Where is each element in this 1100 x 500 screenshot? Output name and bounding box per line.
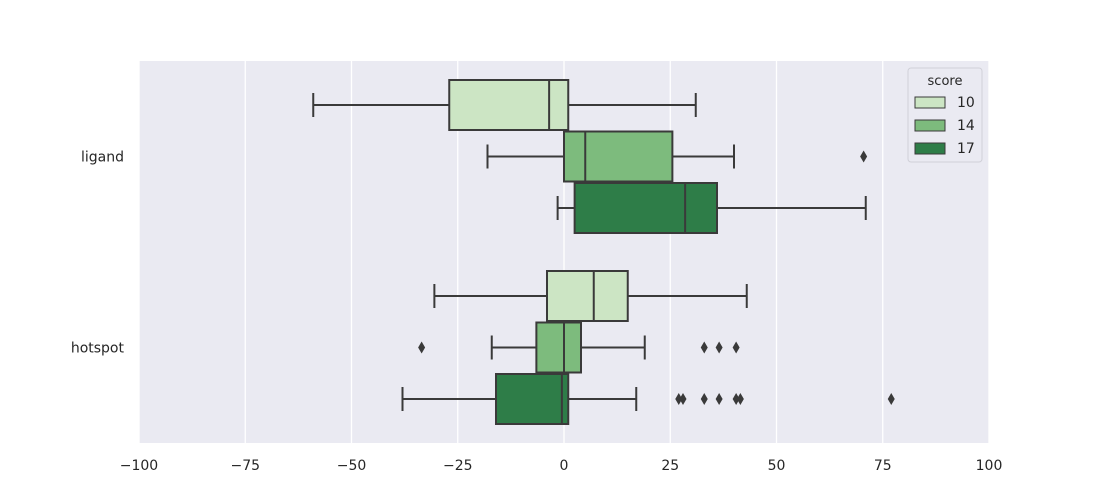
x-tick-label: 50: [768, 458, 786, 474]
outlier-point: [418, 341, 426, 354]
box-iqr: [563, 130, 674, 183]
legend-entry: 17: [957, 141, 975, 157]
outlier-point: [860, 150, 868, 163]
x-tick-label: 0: [560, 458, 569, 474]
x-tick-label: −75: [230, 458, 260, 474]
box-ligand-10: [312, 79, 697, 131]
legend-swatch: [914, 119, 946, 132]
y-tick-label: hotspot: [71, 341, 125, 357]
x-tick-label: 100: [976, 458, 1003, 474]
outlier-point: [700, 341, 708, 354]
legend-entry: 14: [957, 118, 975, 134]
legend-swatch: [914, 142, 946, 155]
box-hotspot-14: [418, 321, 740, 374]
box-iqr: [448, 79, 570, 131]
legend-frame: [907, 67, 983, 163]
outlier-point: [700, 393, 708, 405]
outlier-point: [715, 341, 723, 354]
outlier-point: [715, 393, 723, 405]
legend-entry: 10: [957, 95, 975, 111]
box-marks: [312, 79, 895, 425]
outlier-point: [887, 393, 895, 405]
legend-swatch: [914, 96, 946, 109]
legend: score 10 14 17: [907, 67, 983, 163]
x-tick-label: −50: [337, 458, 367, 474]
box-ligand-14: [486, 130, 868, 183]
x-tick-label: 75: [874, 458, 892, 474]
y-tick-label: ligand: [81, 150, 124, 166]
outlier-point: [675, 393, 683, 405]
x-tick-label: 25: [661, 458, 679, 474]
outlier-point: [732, 393, 740, 405]
box-iqr: [546, 270, 629, 322]
legend-title: score: [928, 74, 963, 89]
box-iqr: [495, 373, 570, 425]
y-axis: ligand hotspot: [71, 150, 125, 357]
x-tick-label: −100: [120, 458, 158, 474]
box-iqr: [573, 182, 718, 234]
box-iqr: [535, 321, 582, 374]
outlier-point: [736, 393, 744, 405]
x-tick-label: −25: [443, 458, 473, 474]
outlier-point: [679, 393, 687, 405]
box-hotspot-10: [433, 270, 748, 322]
outlier-point: [732, 341, 740, 354]
box-hotspot-17: [401, 373, 895, 425]
x-axis: −100 −75 −50 −25 0 25 50 75 100: [120, 458, 1003, 474]
box-ligand-17: [556, 182, 867, 234]
